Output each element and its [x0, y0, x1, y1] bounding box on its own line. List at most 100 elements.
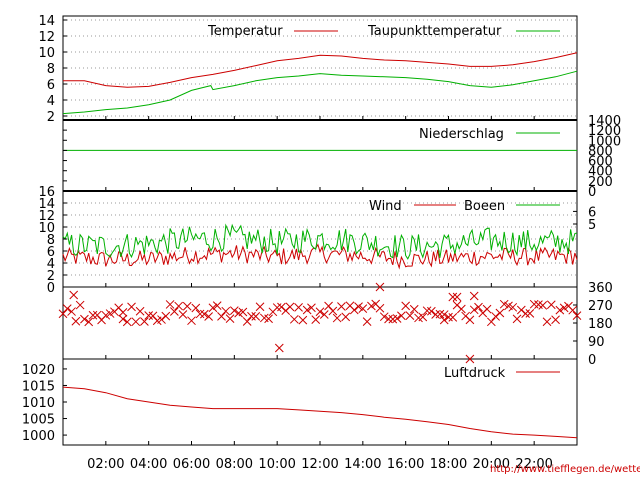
- wind-direction-marker: [187, 316, 196, 326]
- wind-direction-marker: [456, 304, 466, 314]
- series-line-boeen: [62, 223, 578, 260]
- y-tick-label: 6: [47, 78, 55, 93]
- wind-direction-marker: [195, 309, 205, 319]
- y-tick-label: 14: [38, 14, 55, 29]
- wind-direction-marker: [469, 305, 479, 315]
- y-tick-label: 8: [47, 233, 55, 248]
- y-tick-label: 1400: [588, 114, 621, 129]
- wind-direction-marker: [88, 310, 98, 320]
- wind-direction-marker: [62, 304, 72, 314]
- wind-direction-marker: [354, 302, 363, 311]
- y-tick-label: 0: [588, 185, 596, 200]
- wind-direction-marker: [80, 314, 89, 324]
- x-tick-label: 12:00: [301, 457, 338, 472]
- wind-direction-marker: [238, 307, 248, 317]
- wind-direction-marker: [384, 314, 393, 324]
- wind-direction-marker: [568, 305, 578, 315]
- legend-wind: Wind: [369, 199, 402, 214]
- wind-direction-marker: [118, 308, 128, 317]
- x-tick-label: 04:00: [130, 457, 167, 472]
- wind-direction-marker: [328, 306, 338, 316]
- wind-direction-marker: [199, 309, 209, 319]
- y-tick-label: 4: [47, 94, 55, 109]
- wind-direction-marker: [397, 311, 406, 321]
- wind-direction-marker: [418, 312, 428, 322]
- legend-pressure: Luftdruck: [444, 366, 506, 381]
- wind-direction-marker: [307, 303, 316, 313]
- wind-direction-marker: [546, 300, 556, 310]
- wind-direction-marker: [469, 291, 479, 301]
- wind-direction-marker: [349, 305, 359, 315]
- wind-direction-marker: [525, 308, 535, 318]
- wind-direction-marker: [452, 292, 462, 302]
- wind-direction-marker: [405, 311, 415, 320]
- legend-precipitation: Niederschlag: [419, 127, 504, 142]
- y2-tick-label: 0: [588, 353, 596, 368]
- source-credit-link[interactable]: http://www.tiefflegen.de/wetter/: [490, 464, 640, 475]
- wind-direction-marker: [178, 310, 188, 319]
- x-tick-label: 16:00: [387, 457, 424, 472]
- wind-direction-marker: [182, 301, 192, 311]
- wind-direction-marker: [131, 317, 141, 327]
- wind-direction-marker: [118, 314, 128, 324]
- wind-direction-marker: [367, 301, 376, 311]
- wind-direction-marker: [572, 311, 582, 320]
- wind-direction-marker: [135, 306, 145, 316]
- wind-direction-marker: [486, 317, 496, 327]
- y-tick-label: 10: [38, 46, 55, 61]
- y-tick-label: 1000: [588, 134, 621, 149]
- y-tick-label: 2: [47, 269, 55, 284]
- y-tick-label: 8: [47, 62, 55, 77]
- wind-direction-marker: [375, 303, 385, 313]
- y2-tick-label: 5: [588, 218, 596, 233]
- wind-direction-marker: [170, 307, 179, 316]
- wind-direction-marker: [204, 312, 213, 321]
- y-tick-label: 600: [588, 155, 613, 170]
- y2-tick-label: 6: [588, 205, 596, 220]
- wind-direction-marker: [127, 302, 136, 312]
- wind-direction-marker: [274, 343, 284, 353]
- wind-direction-marker: [444, 312, 453, 322]
- y-tick-label: 12: [38, 209, 55, 224]
- y-tick-label: 4: [47, 257, 55, 272]
- wind-direction-marker: [217, 312, 226, 321]
- x-tick-label: 20:00: [473, 457, 510, 472]
- wind-direction-marker: [165, 300, 175, 309]
- wind-direction-marker: [105, 309, 115, 318]
- wind-direction-marker: [140, 317, 149, 326]
- wind-direction-marker: [491, 312, 500, 321]
- wind-direction-marker: [67, 307, 76, 316]
- wind-direction-marker: [409, 304, 419, 314]
- wind-direction-marker: [311, 315, 321, 324]
- wind-direction-marker: [157, 315, 166, 324]
- wind-direction-marker: [71, 316, 81, 326]
- y-tick-label: 16: [38, 185, 55, 200]
- wind-direction-marker: [298, 315, 308, 325]
- x-tick-label: 22:00: [515, 457, 552, 472]
- wind-direction-marker: [474, 302, 483, 312]
- y-tick-label: 1015: [22, 379, 55, 394]
- wind-direction-marker: [285, 302, 295, 312]
- series-line-taupunkttemperatur: [62, 70, 578, 115]
- wind-direction-marker: [401, 301, 411, 311]
- wind-direction-marker: [319, 310, 329, 319]
- wind-direction-marker: [221, 306, 231, 316]
- wind-direction-marker: [495, 308, 505, 318]
- x-tick-label: 10:00: [258, 457, 295, 472]
- wind-direction-marker: [289, 314, 299, 324]
- wind-direction-marker: [362, 317, 372, 326]
- y-tick-label: 1010: [22, 396, 55, 411]
- wind-direction-marker: [212, 301, 222, 310]
- legend-temperature: Temperatur: [207, 24, 283, 39]
- series-line-luftdruck: [62, 386, 578, 439]
- wind-direction-marker: [337, 302, 346, 311]
- wind-direction-marker: [448, 313, 458, 322]
- wind-direction-marker: [229, 306, 239, 315]
- y-tick-label: 1005: [22, 413, 55, 428]
- y2-tick-label: 180: [588, 317, 613, 332]
- wind-direction-marker: [521, 309, 530, 318]
- y-tick-label: 1020: [22, 363, 55, 378]
- y-tick-label: 2: [47, 110, 55, 125]
- wind-direction-marker: [315, 307, 325, 317]
